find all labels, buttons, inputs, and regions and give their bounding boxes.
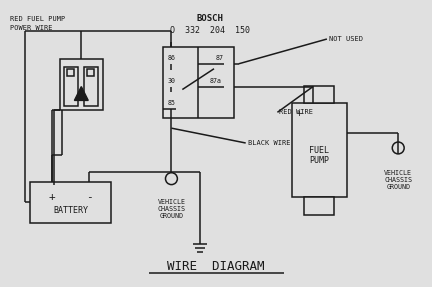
Text: FUEL
PUMP: FUEL PUMP [309,146,330,165]
Text: 30: 30 [168,77,175,84]
Text: RED FUEL PUMP: RED FUEL PUMP [10,16,65,22]
Text: VEHICLE
CHASSIS
GROUND: VEHICLE CHASSIS GROUND [384,170,412,190]
Bar [60,59,103,110]
Bar [292,103,347,197]
Text: WIRE  DIAGRAM: WIRE DIAGRAM [167,260,265,273]
Text: -: - [86,193,92,202]
Text: +: + [297,109,302,118]
Text: BATTERY: BATTERY [53,206,88,215]
Bar [162,47,234,118]
Text: POWER WIRE: POWER WIRE [10,25,53,31]
Text: +: + [48,193,55,202]
Text: NOT USED: NOT USED [329,36,363,42]
Text: BOSCH: BOSCH [197,14,223,23]
Bar [64,67,78,106]
Bar [84,67,98,106]
Bar [30,182,111,223]
Text: 85: 85 [168,100,175,106]
Polygon shape [74,87,88,100]
Text: 87a: 87a [210,77,222,84]
Bar [304,86,334,103]
Text: VEHICLE
CHASSIS
GROUND: VEHICLE CHASSIS GROUND [157,199,185,220]
Bar [87,69,94,76]
Bar [304,197,334,215]
Text: 86: 86 [168,55,175,61]
Text: 87: 87 [216,55,224,61]
Text: BLACK WIRE: BLACK WIRE [248,140,290,146]
Bar [67,69,74,76]
Text: O  332  204  150: O 332 204 150 [170,26,250,35]
Text: RED WIRE: RED WIRE [280,109,313,115]
